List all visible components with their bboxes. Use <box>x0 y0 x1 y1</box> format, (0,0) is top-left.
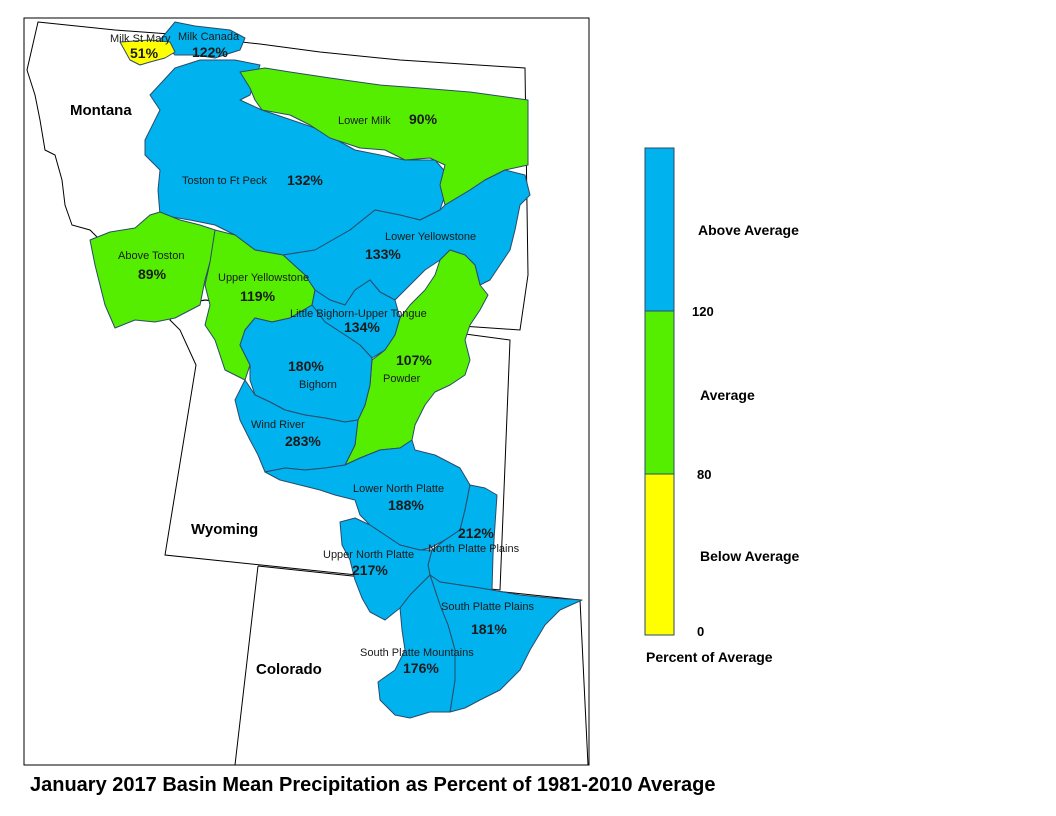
legend-swatch-average <box>644 310 675 475</box>
basin-percent-label: 107% <box>396 352 432 368</box>
basin-milk-st-mary[interactable] <box>119 39 176 66</box>
basin-percent-label: 217% <box>352 562 388 578</box>
state-label-montana: Montana <box>70 102 132 119</box>
basin-percent-label: 132% <box>287 172 323 188</box>
basin-name-label: Upper Yellowstone <box>218 272 309 284</box>
state-label-wyoming: Wyoming <box>191 521 258 538</box>
basin-bighorn[interactable] <box>239 304 373 423</box>
basin-percent-label: 90% <box>409 111 438 127</box>
basin-name-label: Lower North Platte <box>353 483 444 495</box>
legend-label-above: Above Average <box>698 222 799 238</box>
basin-name-label: Wind River <box>251 419 305 431</box>
basin-lower-milk[interactable] <box>239 67 529 206</box>
basin-percent-label: 119% <box>240 288 276 304</box>
basins <box>89 21 583 719</box>
legend-title: Percent of Average <box>646 649 773 665</box>
basin-percent-label: 122% <box>192 44 228 60</box>
basin-percent-label: 133% <box>365 246 401 262</box>
basin-percent-label: 134% <box>344 319 380 335</box>
basin-name-label: Little Bighorn-Upper Tongue <box>290 308 427 320</box>
basin-name-label: Milk Canada <box>178 31 240 43</box>
basin-milk-canada[interactable] <box>159 21 246 59</box>
basin-percent-label: 51% <box>130 45 159 61</box>
basin-name-label: North Platte Plains <box>428 543 520 555</box>
legend-swatch-below <box>644 473 675 636</box>
basin-name-label: South Platte Plains <box>441 601 534 613</box>
basin-name-label: South Platte Mountains <box>360 647 474 659</box>
basin-percent-label: 180% <box>288 358 324 374</box>
basin-name-label: Upper North Platte <box>323 549 414 561</box>
legend-tick-120: 120 <box>692 304 714 319</box>
basin-south-platte-mountains[interactable] <box>377 574 456 719</box>
basin-name-label: Toston to Ft Peck <box>182 175 267 187</box>
map-title: January 2017 Basin Mean Precipitation as… <box>30 774 716 796</box>
legend-tick-0: 0 <box>697 624 704 639</box>
basin-above-toston[interactable] <box>89 211 226 329</box>
basin-percent-label: 89% <box>138 266 167 282</box>
basin-name-label: Above Toston <box>118 250 184 262</box>
legend-tick-80: 80 <box>697 467 711 482</box>
legend-label-below: Below Average <box>700 548 800 564</box>
basin-name-label: Powder <box>383 373 421 385</box>
legend-swatch-above <box>644 147 675 312</box>
basin-name-label: Lower Milk <box>338 115 391 127</box>
basin-percent-label: 176% <box>403 660 439 676</box>
basin-percent-label: 283% <box>285 433 321 449</box>
basin-name-label: Milk St Mary <box>110 33 171 45</box>
basin-name-label: Lower Yellowstone <box>385 231 476 243</box>
basin-percent-label: 188% <box>388 497 424 513</box>
basin-lower-yellowstone[interactable] <box>282 169 531 306</box>
basin-percent-label: 181% <box>471 621 507 637</box>
basin-percent-label: 212% <box>458 525 494 541</box>
basin-name-label: Bighorn <box>299 379 337 391</box>
legend-label-average: Average <box>700 387 755 403</box>
legend: Above Average Average Below Average 120 … <box>644 147 800 665</box>
state-label-colorado: Colorado <box>256 661 322 678</box>
